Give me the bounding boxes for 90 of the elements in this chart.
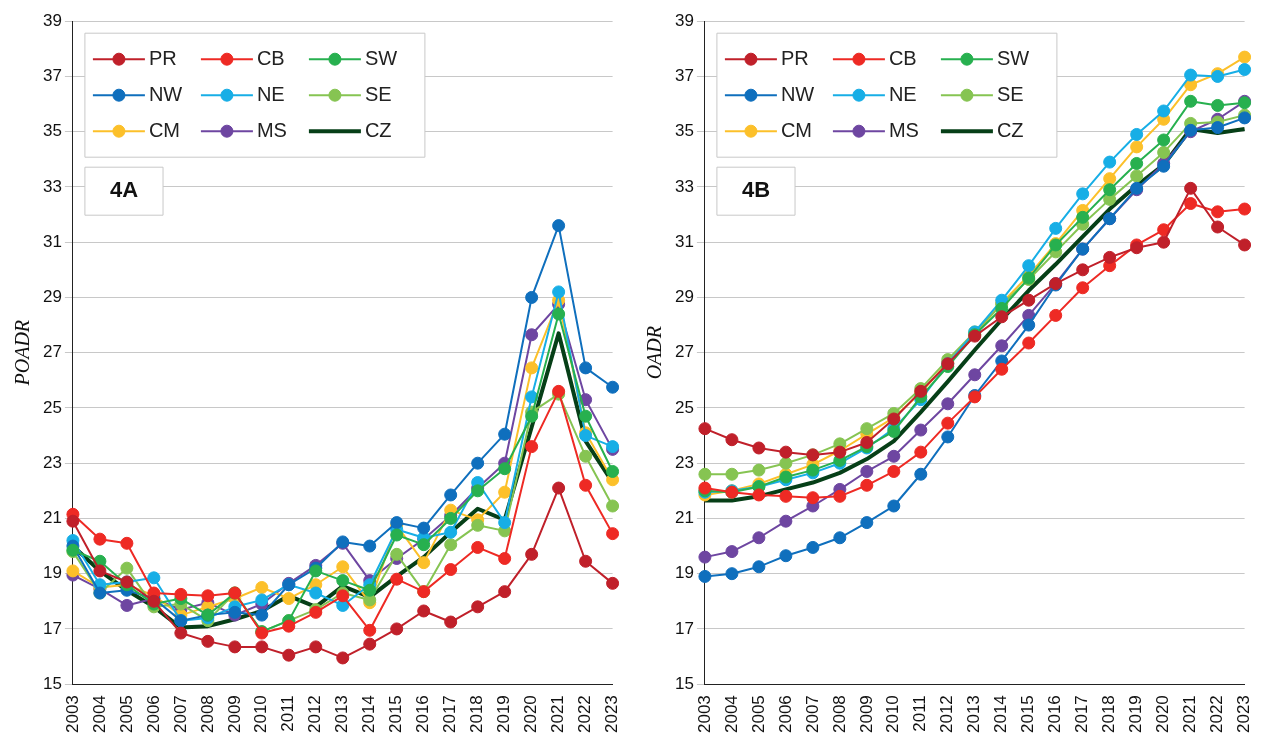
x-tick-label: 2003 [62,695,82,734]
x-tick-label: 2022 [1207,695,1227,734]
x-tick-label: 2011 [910,695,930,732]
y-tick-label: 35 [42,121,62,141]
y-tick-label: 35 [674,121,694,141]
y-tick-label: 37 [674,66,694,86]
x-tick-label: 2011 [278,695,298,732]
x-tick-label: 2014 [991,695,1011,734]
x-tick-label: 2012 [937,695,957,734]
x-tick-label: 2004 [721,695,741,734]
legend-label: MS [256,118,287,141]
x-tick-label: 2021 [1180,695,1200,734]
y-tick-label: 23 [674,452,694,472]
x-tick-label: 2012 [305,695,325,734]
x-tick-label: 2007 [802,695,822,734]
x-tick-label: 2008 [829,695,849,734]
x-tick-label: 2010 [251,695,271,734]
legend-label: CZ [996,118,1024,141]
y-tick-label: 21 [674,508,694,528]
x-tick-label: 2004 [89,695,109,734]
x-tick-label: 2023 [1234,695,1254,734]
y-tick-label: 17 [674,618,694,638]
legend-label: CM [780,118,813,141]
x-tick-label: 2019 [494,695,514,734]
x-tick-label: 2007 [170,695,190,734]
legend-label: SE [996,82,1024,105]
x-tick-label: 2018 [1099,695,1119,734]
y-tick-label: 33 [674,176,694,196]
y-tick-label: 29 [42,287,62,307]
x-tick-label: 2021 [548,695,568,734]
y-tick-label: 39 [674,10,694,30]
x-tick-label: 2003 [694,695,714,734]
legend-label: MS [888,118,919,141]
x-tick-label: 2009 [856,695,876,734]
x-tick-label: 2009 [224,695,244,734]
x-tick-label: 2020 [1153,695,1173,734]
legend-label: CM [148,118,181,141]
legend-label: NE [888,82,917,105]
x-tick-label: 2017 [1072,695,1092,734]
y-axis-title: POADR [11,319,34,387]
legend-label: NW [148,82,183,105]
y-tick-label: 25 [674,397,694,417]
y-tick-label: 17 [42,618,62,638]
x-tick-label: 2016 [1045,695,1065,734]
x-tick-label: 2022 [575,695,595,734]
legend-label: CB [888,46,917,69]
y-tick-label: 27 [42,342,62,362]
x-tick-label: 2010 [883,695,903,734]
y-tick-label: 25 [42,397,62,417]
x-tick-label: 2006 [143,695,163,734]
x-tick-label: 2015 [386,695,406,734]
y-tick-label: 29 [674,287,694,307]
legend-label: CZ [364,118,392,141]
x-tick-label: 2013 [332,695,352,734]
x-tick-label: 2020 [521,695,541,734]
y-tick-label: 15 [42,673,62,693]
x-tick-label: 2014 [359,695,379,734]
legend-label: SW [996,46,1030,69]
annotation: 4B [741,177,771,203]
y-tick-label: 19 [42,563,62,583]
x-tick-label: 2008 [197,695,217,734]
y-tick-label: 31 [42,231,62,251]
x-tick-label: 2017 [440,695,460,734]
y-tick-label: 23 [42,452,62,472]
legend-label: PR [148,46,177,69]
x-tick-label: 2005 [748,695,768,734]
legend-label: NW [780,82,815,105]
legend-label: CB [256,46,285,69]
legend-label: SW [364,46,398,69]
y-tick-label: 31 [674,231,694,251]
x-tick-label: 2013 [964,695,984,734]
y-tick-label: 27 [674,342,694,362]
legend-label: NE [256,82,285,105]
x-tick-label: 2015 [1018,695,1038,734]
y-tick-label: 19 [674,563,694,583]
x-tick-label: 2023 [602,695,622,734]
y-tick-label: 33 [42,176,62,196]
x-tick-label: 2018 [467,695,487,734]
y-tick-label: 15 [674,673,694,693]
y-tick-label: 39 [42,10,62,30]
annotation: 4A [109,177,139,203]
y-axis-title: OADR [643,326,666,380]
y-tick-label: 37 [42,66,62,86]
x-tick-label: 2016 [413,695,433,734]
y-tick-label: 21 [42,508,62,528]
x-tick-label: 2005 [116,695,136,734]
x-tick-label: 2006 [775,695,795,734]
legend-label: PR [780,46,809,69]
x-tick-label: 2019 [1126,695,1146,734]
legend-label: SE [364,82,392,105]
